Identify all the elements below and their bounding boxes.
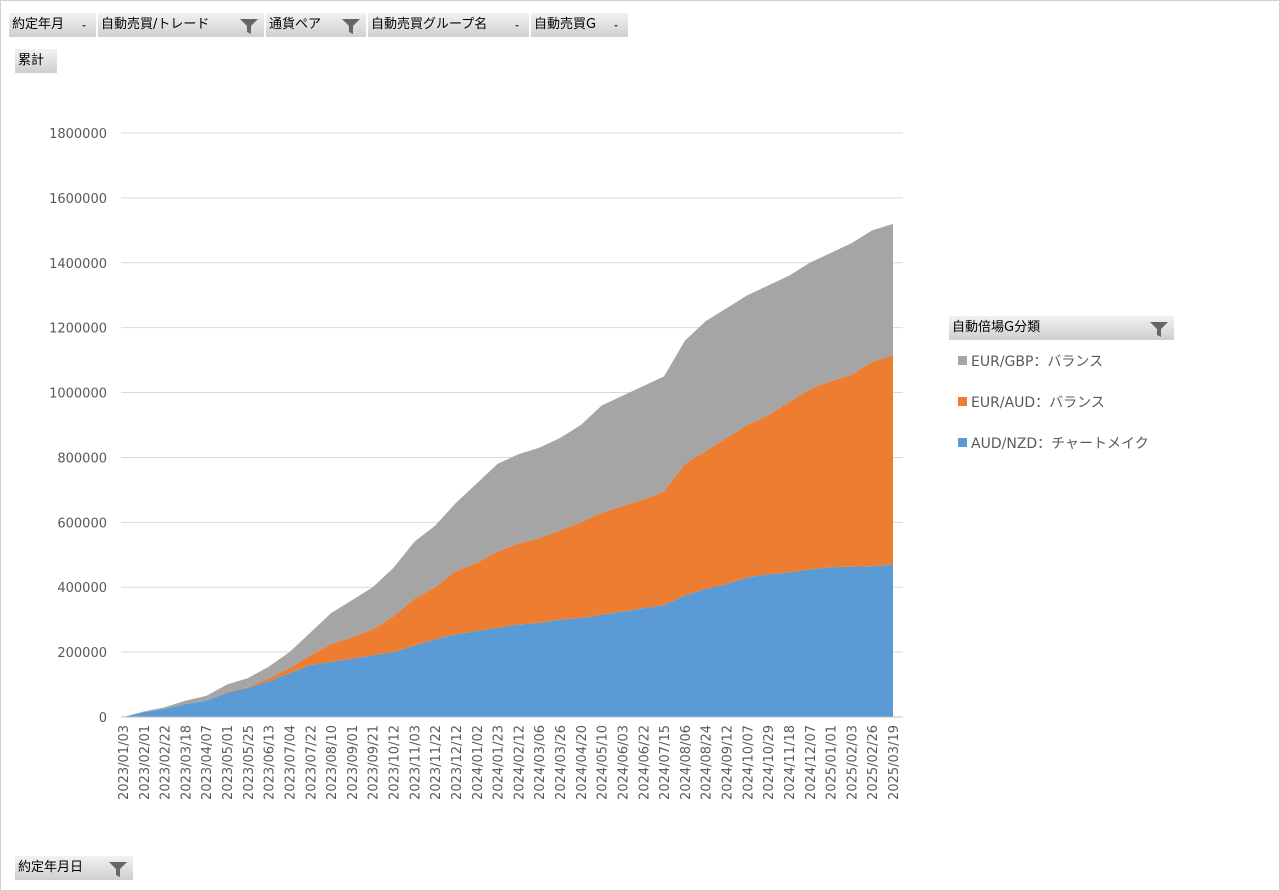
dropdown-icon: [515, 25, 519, 27]
x-tick-label: 2024/04/20: [575, 725, 590, 800]
x-tick-label: 2024/09/12: [721, 725, 736, 800]
filter-button[interactable]: 自動売買グループ名: [368, 13, 530, 37]
legend-swatch: [958, 438, 967, 447]
legend-label: AUD/NZD：チャートメイク: [971, 436, 1149, 452]
filter-button[interactable]: 自動売買/トレード: [98, 13, 265, 37]
legend-swatch: [958, 397, 967, 406]
x-tick-label: 2024/08/06: [679, 725, 694, 800]
y-tick-label: 400000: [57, 581, 107, 596]
x-tick-label: 2024/03/06: [533, 725, 548, 800]
y-tick-label: 1800000: [49, 127, 107, 142]
x-tick-label: 2024/01/02: [471, 725, 486, 800]
y-tick-label: 600000: [57, 516, 107, 531]
x-tick-label: 2024/06/22: [637, 725, 652, 800]
x-tick-label: 2023/07/04: [283, 725, 298, 800]
x-tick-label: 2023/11/03: [408, 725, 423, 800]
legend-title: 自動倍場G分類: [952, 320, 1041, 335]
x-tick-label: 2023/11/22: [429, 725, 444, 800]
legend-label: EUR/AUD：バランス: [971, 395, 1105, 411]
filter-icon: [240, 19, 258, 34]
x-tick-label: 2023/06/13: [263, 725, 278, 800]
filter-label: 通貨ペア: [269, 17, 322, 32]
filter-icon: [109, 862, 127, 877]
legend-label: EUR/GBP：バランス: [971, 354, 1103, 370]
area: [123, 564, 893, 717]
filter-button[interactable]: 約定年月: [9, 13, 97, 37]
filter-label: 自動売買/トレード: [101, 17, 210, 32]
area: [123, 355, 893, 717]
x-tick-label: 2023/02/22: [159, 725, 174, 800]
x-tick-label: 2024/02/12: [512, 725, 527, 800]
filter-button[interactable]: 通貨ペア: [266, 13, 367, 37]
y-tick-label: 1400000: [49, 257, 107, 272]
x-tick-label: 2025/03/19: [887, 725, 902, 800]
x-tick-label: 2023/05/01: [221, 725, 236, 800]
filter-label: 自動売買グループ名: [371, 17, 488, 32]
x-tick-label: 2024/03/26: [554, 725, 569, 800]
x-tick-label: 2023/07/22: [304, 725, 319, 800]
x-tick-label: 2023/01/03: [117, 725, 132, 800]
x-tick-label: 2025/02/03: [845, 725, 860, 800]
x-tick-label: 2023/10/12: [388, 725, 403, 800]
y-tick-label: 1000000: [49, 387, 107, 402]
x-tick-label: 2023/08/10: [325, 725, 340, 800]
x-tick-label: 2024/07/15: [658, 725, 673, 800]
x-tick-label: 2025/01/01: [825, 725, 840, 800]
x-tick-label: 2023/02/01: [138, 725, 153, 800]
filter-label: 約定年月: [12, 17, 65, 32]
x-tick-label: 2024/10/07: [741, 725, 756, 800]
x-tick-label: 2023/03/18: [179, 725, 194, 800]
axis-field-label: 約定年月日: [18, 860, 84, 875]
x-tick-label: 2024/08/24: [700, 725, 715, 800]
y-tick-label: 800000: [57, 451, 107, 466]
filter-button[interactable]: 自動売買G: [531, 13, 629, 37]
x-tick-label: 2024/10/29: [762, 725, 777, 800]
x-tick-label: 2024/01/23: [492, 725, 507, 800]
x-tick-label: 2023/12/12: [450, 725, 465, 800]
x-tick-label: 2023/04/07: [200, 725, 215, 800]
value-field-button[interactable]: 累計: [15, 49, 58, 73]
filter-icon: [1150, 322, 1168, 337]
dropdown-icon: [614, 25, 618, 27]
axis-field-button[interactable]: 約定年月日: [15, 856, 134, 880]
legend-swatch: [958, 356, 967, 365]
x-tick-label: 2023/09/01: [346, 725, 361, 800]
x-tick-label: 2023/05/25: [242, 725, 257, 800]
y-tick-label: 1200000: [49, 322, 107, 337]
y-tick-label: 1600000: [49, 192, 107, 207]
x-tick-label: 2023/09/21: [367, 725, 382, 800]
x-tick-label: 2024/11/18: [783, 725, 798, 800]
y-tick-label: 0: [99, 711, 107, 726]
x-tick-label: 2024/05/10: [596, 725, 611, 800]
filter-label: 自動売買G: [534, 17, 597, 32]
legend-field-button[interactable]: 自動倍場G分類: [949, 316, 1175, 340]
x-tick-label: 2024/12/07: [804, 725, 819, 800]
x-tick-label: 2025/02/26: [866, 725, 881, 800]
filter-icon: [342, 19, 360, 34]
y-tick-label: 200000: [57, 646, 107, 661]
dropdown-icon: [82, 25, 86, 27]
area: [123, 223, 893, 717]
x-tick-label: 2024/06/03: [616, 725, 631, 800]
value-field-label: 累計: [18, 53, 45, 68]
